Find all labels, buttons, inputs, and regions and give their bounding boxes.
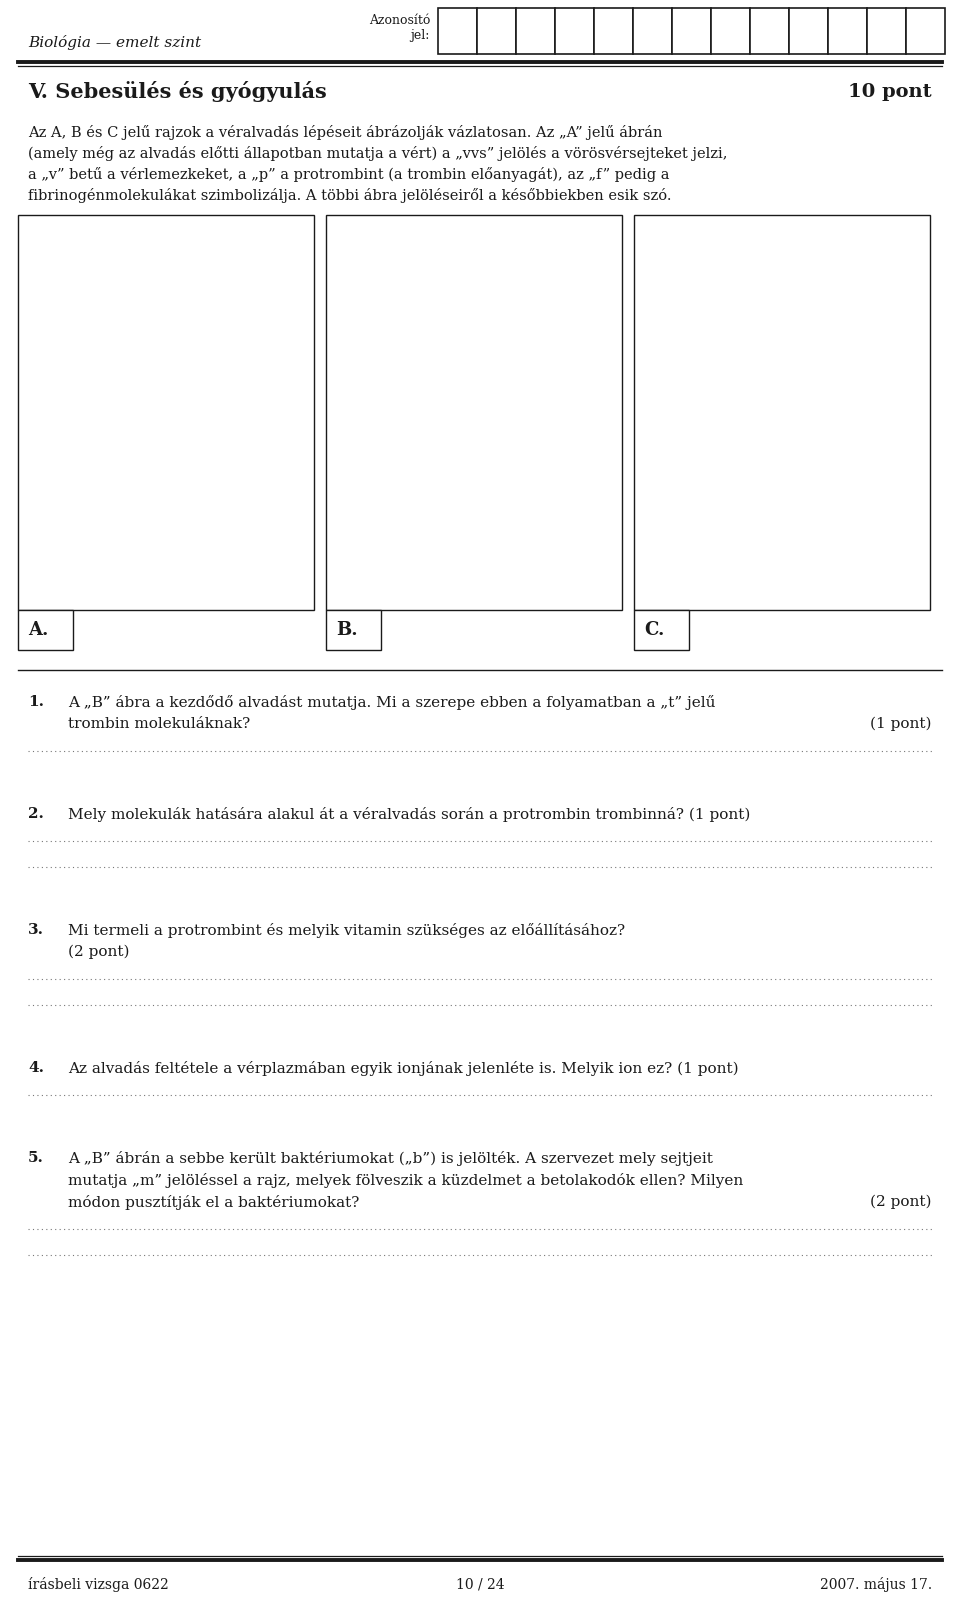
- Bar: [326, 215, 622, 610]
- Bar: [18, 215, 314, 610]
- Bar: [789, 8, 828, 55]
- Text: módon pusztítják el a baktériumokat?: módon pusztítják el a baktériumokat?: [68, 1195, 359, 1209]
- Text: (2 pont): (2 pont): [68, 945, 130, 959]
- Text: C.: C.: [644, 621, 664, 638]
- Bar: [634, 215, 930, 610]
- Bar: [828, 8, 867, 55]
- Text: A.: A.: [28, 621, 48, 638]
- Bar: [906, 8, 945, 55]
- Bar: [634, 610, 689, 650]
- Text: (amely még az alvadás előtti állapotban mutatja a vért) a „vvs” jelölés a vörösv: (amely még az alvadás előtti állapotban …: [28, 146, 728, 160]
- Text: 3.: 3.: [28, 922, 44, 937]
- Text: Mi termeli a protrombint és melyik vitamin szükséges az előállításához?: Mi termeli a protrombint és melyik vitam…: [68, 922, 625, 938]
- Bar: [555, 8, 594, 55]
- Bar: [711, 8, 750, 55]
- Text: 4.: 4.: [28, 1060, 44, 1075]
- Text: Azonosító: Azonosító: [369, 13, 430, 27]
- Bar: [438, 8, 477, 55]
- Text: Az A, B és C jelű rajzok a véralvadás lépéseit ábrázolják vázlatosan. Az „A” jel: Az A, B és C jelű rajzok a véralvadás lé…: [28, 125, 662, 140]
- Text: írásbeli vizsga 0622: írásbeli vizsga 0622: [28, 1577, 169, 1593]
- Bar: [750, 8, 789, 55]
- Text: 2007. május 17.: 2007. május 17.: [820, 1577, 932, 1593]
- Bar: [672, 8, 711, 55]
- Text: mutatja „m” jelöléssel a rajz, melyek fölveszik a küzdelmet a betolakodók ellen?: mutatja „m” jelöléssel a rajz, melyek fö…: [68, 1173, 743, 1189]
- Text: (2 pont): (2 pont): [871, 1195, 932, 1209]
- Text: A „B” ábra a kezdődő alvadást mutatja. Mi a szerepe ebben a folyamatban a „t” je: A „B” ábra a kezdődő alvadást mutatja. M…: [68, 695, 715, 711]
- Text: A „B” ábrán a sebbe került baktériumokat („b”) is jelölték. A szervezet mely sej: A „B” ábrán a sebbe került baktériumokat…: [68, 1152, 713, 1166]
- Bar: [633, 8, 672, 55]
- Text: 5.: 5.: [28, 1152, 44, 1165]
- Text: 10 / 24: 10 / 24: [456, 1578, 504, 1593]
- Bar: [326, 610, 381, 650]
- Text: fibrinogénmolekulákat szimbolizálja. A többi ábra jelöléseiről a későbbiekben es: fibrinogénmolekulákat szimbolizálja. A t…: [28, 188, 671, 204]
- Text: V. Sebesülés és gyógyulás: V. Sebesülés és gyógyulás: [28, 82, 326, 103]
- Bar: [867, 8, 906, 55]
- Text: a „v” betű a vérlemezkeket, a „p” a protrombint (a trombin előanyagát), az „f” p: a „v” betű a vérlemezkeket, a „p” a prot…: [28, 167, 669, 181]
- Text: B.: B.: [336, 621, 358, 638]
- Text: Mely molekulák hatására alakul át a véralvadás során a protrombin trombinná? (1 : Mely molekulák hatására alakul át a véra…: [68, 807, 751, 821]
- Bar: [516, 8, 555, 55]
- Bar: [18, 610, 73, 650]
- Text: Az alvadás feltétele a vérplazmában egyik ionjának jelenléte is. Melyik ion ez? : Az alvadás feltétele a vérplazmában egyi…: [68, 1060, 738, 1076]
- Text: (1 pont): (1 pont): [871, 717, 932, 731]
- Text: trombin molekuláknak?: trombin molekuláknak?: [68, 717, 251, 731]
- Bar: [594, 8, 633, 55]
- Text: 2.: 2.: [28, 807, 44, 821]
- Text: 1.: 1.: [28, 695, 44, 709]
- Text: 10 pont: 10 pont: [849, 83, 932, 101]
- Text: Biológia — emelt szint: Biológia — emelt szint: [28, 35, 202, 50]
- Bar: [477, 8, 516, 55]
- Text: jel:: jel:: [411, 29, 430, 42]
